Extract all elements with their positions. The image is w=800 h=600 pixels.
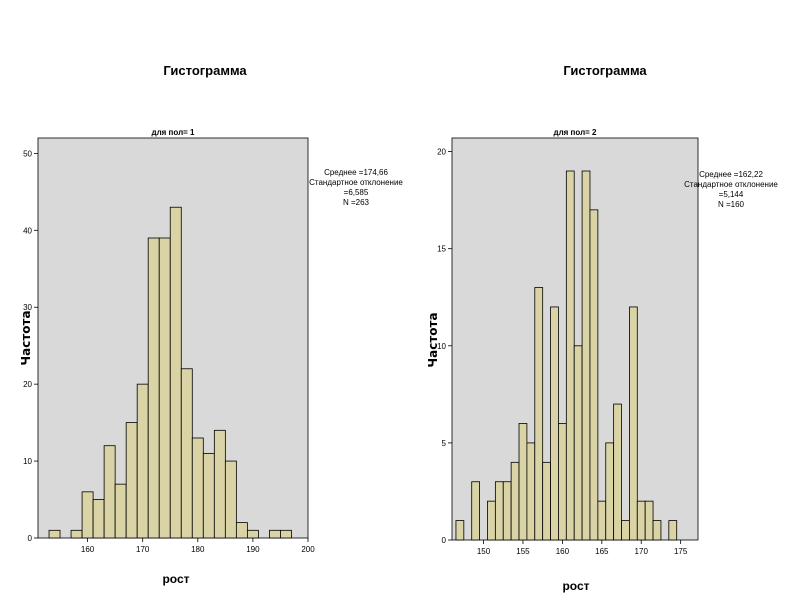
histogram-bar <box>92 499 105 539</box>
histogram-bar <box>103 445 116 539</box>
histogram-bar <box>471 481 480 541</box>
histogram-bar <box>526 442 536 541</box>
histogram-bar <box>125 422 138 539</box>
histogram-bar <box>70 529 83 539</box>
histogram-bar <box>550 306 559 541</box>
histogram-bar <box>644 500 654 541</box>
x-axis-label: рост <box>562 579 589 593</box>
chart-title: Гистограмма <box>563 63 647 78</box>
stats-line: N =263 <box>343 198 370 207</box>
histogram-bar <box>114 483 127 539</box>
histogram-bar <box>191 437 204 539</box>
y-tick-label: 20 <box>437 148 446 157</box>
histogram-bar <box>455 520 465 541</box>
y-axis-label: Частота <box>19 310 33 365</box>
histogram-bar <box>605 442 615 541</box>
x-tick-label: 160 <box>81 545 95 554</box>
x-tick-label: 175 <box>674 547 688 556</box>
stats-line: Среднее =162,22 <box>699 170 763 179</box>
y-tick-label: 0 <box>28 534 33 543</box>
x-tick-label: 150 <box>477 547 491 556</box>
stats-line: N =160 <box>718 200 745 209</box>
histogram-bar <box>589 209 599 541</box>
histogram-bar <box>668 520 678 541</box>
y-tick-label: 50 <box>23 149 32 158</box>
histogram-bar <box>613 403 622 541</box>
y-tick-label: 30 <box>23 303 32 312</box>
histogram-bar <box>246 529 259 539</box>
stats-line: Среднее =174,66 <box>324 168 388 177</box>
histogram-panel-1: Гистограмма для пол= 1 0 10 20 30 40 50 160 170 18… <box>19 63 403 586</box>
histogram-bar <box>202 452 215 539</box>
x-tick-label: 170 <box>136 545 150 554</box>
histogram-bar <box>235 522 248 539</box>
chart-title: Гистограмма <box>163 63 247 78</box>
histogram-bar <box>48 529 61 539</box>
histogram-bar <box>565 170 575 541</box>
histogram-bar <box>636 500 646 541</box>
histogram-bar <box>169 206 182 539</box>
histogram-bar <box>487 500 496 541</box>
histogram-bar <box>558 423 567 541</box>
stats-line: =6,585 <box>344 188 369 197</box>
x-tick-label: 200 <box>301 545 315 554</box>
x-axis-label: рост <box>162 572 189 586</box>
x-tick-label: 160 <box>556 547 570 556</box>
y-tick-label: 40 <box>23 226 32 235</box>
histogram-bar <box>280 529 292 539</box>
x-tick-label: 155 <box>516 547 530 556</box>
chart-subtitle: для пол= 2 <box>554 128 598 137</box>
histogram-bar <box>494 481 504 541</box>
histogram-bar <box>542 461 551 541</box>
y-tick-label: 10 <box>23 457 32 466</box>
histogram-bar <box>180 368 193 539</box>
x-tick-label: 165 <box>595 547 609 556</box>
histogram-bar <box>629 306 638 541</box>
y-axis-label: Частота <box>426 312 440 367</box>
histogram-bar <box>502 481 512 541</box>
histogram-bar <box>147 237 160 539</box>
histogram-bar <box>652 520 662 541</box>
stats-line: Стандартное отклонение <box>684 180 778 189</box>
y-tick-label: 15 <box>437 245 446 254</box>
histogram-panel-2: Гистограмма для пол= 2 0 5 10 15 20 150 155 160 16… <box>426 63 778 593</box>
chart-subtitle: для пол= 1 <box>152 128 196 137</box>
histogram-bar <box>621 520 630 541</box>
y-tick-label: 20 <box>23 380 32 389</box>
histogram-bar <box>581 170 591 541</box>
histogram-bar <box>510 461 520 541</box>
histogram-bar <box>269 529 281 539</box>
histogram-bar <box>573 345 583 541</box>
x-tick-label: 180 <box>191 545 205 554</box>
histogram-bar <box>158 237 171 539</box>
stats-line: Стандартное отклонение <box>309 178 403 187</box>
histogram-bar <box>81 491 94 539</box>
histogram-bar <box>597 500 607 541</box>
stats-line: =5,144 <box>719 190 744 199</box>
y-tick-label: 5 <box>442 439 447 448</box>
x-tick-label: 190 <box>246 545 260 554</box>
histogram-bar <box>518 423 528 541</box>
y-tick-label: 0 <box>442 536 447 545</box>
histogram-bar <box>136 383 149 539</box>
x-tick-label: 170 <box>635 547 649 556</box>
y-tick-label: 10 <box>437 342 446 351</box>
histogram-bar <box>224 460 237 539</box>
histogram-bar <box>534 287 544 541</box>
histogram-bar <box>213 429 226 539</box>
